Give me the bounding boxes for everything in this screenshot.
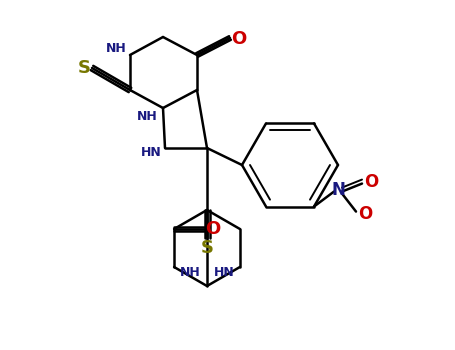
Text: O: O <box>364 173 378 190</box>
Text: NH: NH <box>180 266 201 280</box>
Text: N: N <box>331 181 345 198</box>
Text: S: S <box>201 239 213 257</box>
Text: NH: NH <box>136 110 157 122</box>
Text: O: O <box>206 220 221 238</box>
Text: S: S <box>77 59 91 77</box>
Text: O: O <box>358 204 372 223</box>
Text: NH: NH <box>106 42 126 55</box>
Text: HN: HN <box>213 266 234 280</box>
Text: HN: HN <box>141 147 162 160</box>
Text: O: O <box>232 30 247 48</box>
